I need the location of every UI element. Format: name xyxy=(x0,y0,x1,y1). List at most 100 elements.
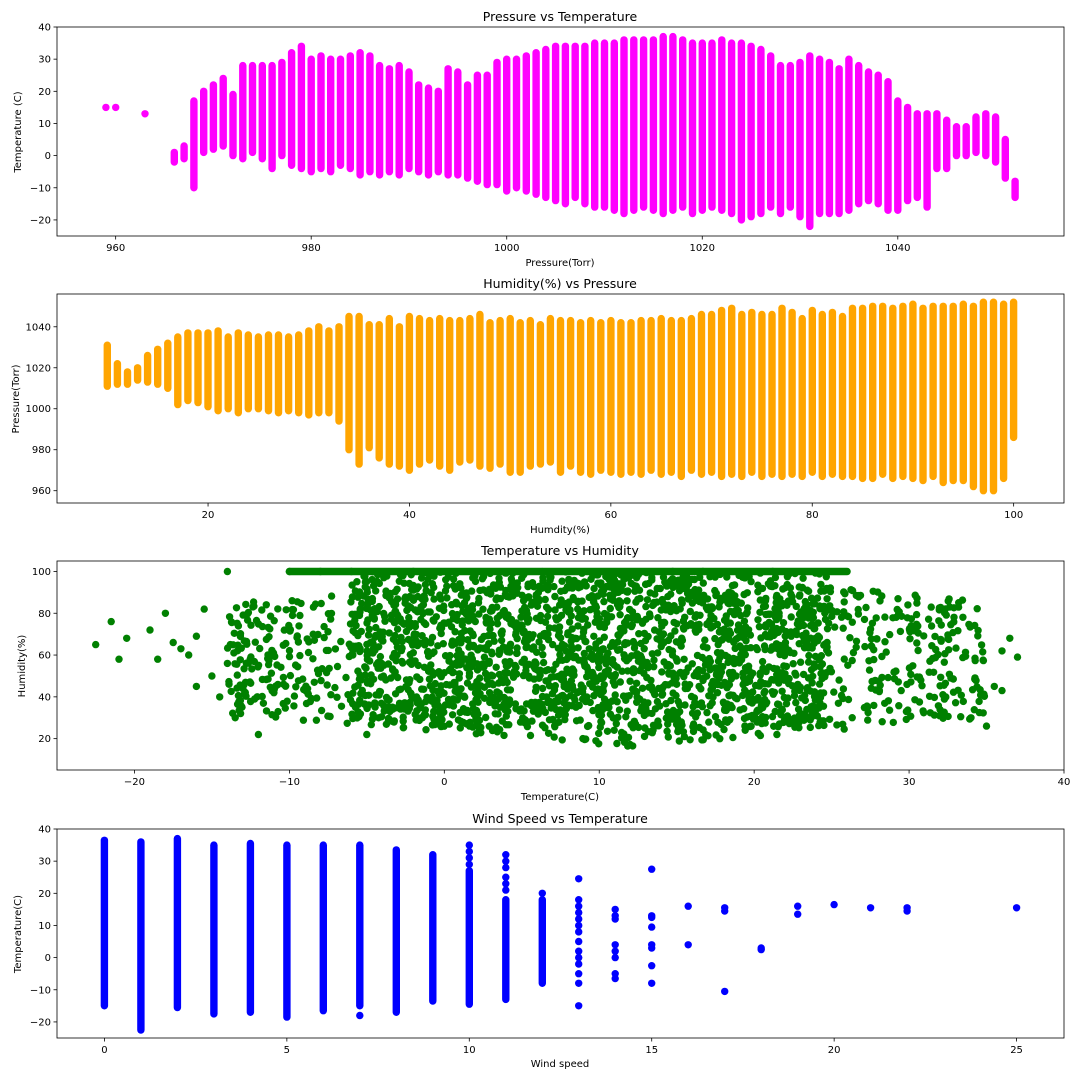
scatter-point xyxy=(742,644,750,652)
scatter-point xyxy=(462,720,471,728)
scatter-point xyxy=(312,716,321,724)
scatter-point xyxy=(398,644,406,652)
scatter-point xyxy=(828,606,836,615)
scatter-point xyxy=(390,717,398,725)
scatter-point xyxy=(771,573,780,582)
scatter-point xyxy=(324,712,332,720)
scatter-point xyxy=(380,707,388,715)
scatter-point xyxy=(409,567,417,576)
scatter-point xyxy=(407,690,415,698)
scatter-point xyxy=(740,679,748,687)
scatter-point xyxy=(799,574,807,582)
scatter-point xyxy=(375,579,383,588)
scatter-point xyxy=(407,656,416,665)
scatter-point xyxy=(505,615,513,623)
scatter-point xyxy=(576,687,584,695)
scatter-point xyxy=(706,657,715,666)
scatter-point xyxy=(973,605,981,613)
scatter-point xyxy=(539,704,547,713)
scatter-point xyxy=(333,662,342,671)
scatter-point xyxy=(807,643,816,651)
scatter-point xyxy=(539,574,547,582)
scatter-point xyxy=(894,678,902,686)
scatter-point xyxy=(771,707,779,716)
scatter-point xyxy=(192,632,201,640)
scatter-point xyxy=(382,587,390,595)
scatter-point xyxy=(571,634,579,642)
scatter-point xyxy=(873,635,881,643)
scatter-point xyxy=(454,688,462,697)
scatter-point xyxy=(866,629,874,637)
scatter-point xyxy=(852,637,861,645)
scatter-point xyxy=(660,638,668,647)
scatter-point xyxy=(944,635,952,643)
scatter-point xyxy=(906,635,914,643)
scatter-point xyxy=(418,685,426,693)
scatter-point xyxy=(494,710,502,718)
scatter-point xyxy=(869,587,877,595)
scatter-point xyxy=(703,708,711,717)
scatter-point xyxy=(508,577,516,585)
y-axis-label: Humidity(%) xyxy=(17,635,28,698)
scatter-point xyxy=(439,640,447,648)
x-tick-label: 40 xyxy=(1058,777,1071,788)
scatter-point xyxy=(777,706,786,714)
scatter-point xyxy=(688,575,696,584)
scatter-point xyxy=(264,623,272,632)
scatter-point xyxy=(477,723,485,732)
scatter-point xyxy=(536,666,544,674)
scatter-point xyxy=(574,644,582,652)
x-tick-label: 980 xyxy=(302,243,321,254)
scatter-point xyxy=(529,631,537,639)
scatter-point xyxy=(739,691,747,700)
scatter-point xyxy=(432,613,440,621)
scatter-point xyxy=(283,697,291,705)
scatter-point xyxy=(416,675,424,684)
scatter-point xyxy=(426,608,434,616)
scatter-point xyxy=(595,729,603,738)
scatter-point xyxy=(497,675,506,684)
chart-humidity-vs-pressure: Humidity(%) vs Pressure Humdity(%) Press… xyxy=(11,276,1065,536)
scatter-point xyxy=(633,616,641,624)
scatter-point xyxy=(854,605,862,614)
scatter-point xyxy=(643,596,652,604)
scatter-point xyxy=(231,714,239,722)
scatter-point xyxy=(730,638,738,646)
scatter-point xyxy=(568,625,576,633)
scatter-point xyxy=(520,603,529,612)
scatter-point xyxy=(837,613,846,621)
scatter-point xyxy=(412,630,421,639)
scatter-point xyxy=(445,720,453,728)
scatter-point xyxy=(761,645,769,654)
scatter-point xyxy=(782,700,791,708)
scatter-point xyxy=(924,615,933,623)
scatter-point xyxy=(399,702,407,710)
scatter-point xyxy=(290,692,299,700)
scatter-point xyxy=(684,902,692,910)
scatter-point xyxy=(561,710,569,719)
scatter-point xyxy=(844,695,853,704)
scatter-point xyxy=(413,641,422,650)
scatter-point xyxy=(577,681,585,689)
scatter-point xyxy=(713,620,722,629)
scatter-point xyxy=(664,733,672,741)
scatter-point xyxy=(389,705,397,713)
scatter-point xyxy=(624,667,632,675)
scatter-point xyxy=(640,645,648,653)
scatter-point xyxy=(616,611,624,619)
scatter-point xyxy=(637,707,645,715)
scatter-point xyxy=(784,694,792,702)
scatter-point xyxy=(295,622,303,630)
scatter-point xyxy=(363,703,371,712)
scatter-point xyxy=(720,634,728,642)
scatter-point xyxy=(482,613,490,622)
scatter-point xyxy=(711,634,719,643)
scatter-point xyxy=(465,841,473,849)
scatter-point xyxy=(282,606,290,614)
scatter-point xyxy=(703,644,711,652)
scatter-point xyxy=(715,603,723,611)
scatter-point xyxy=(575,1002,583,1010)
scatter-point xyxy=(714,640,722,649)
scatter-point xyxy=(465,847,473,856)
scatter-point xyxy=(289,606,298,614)
